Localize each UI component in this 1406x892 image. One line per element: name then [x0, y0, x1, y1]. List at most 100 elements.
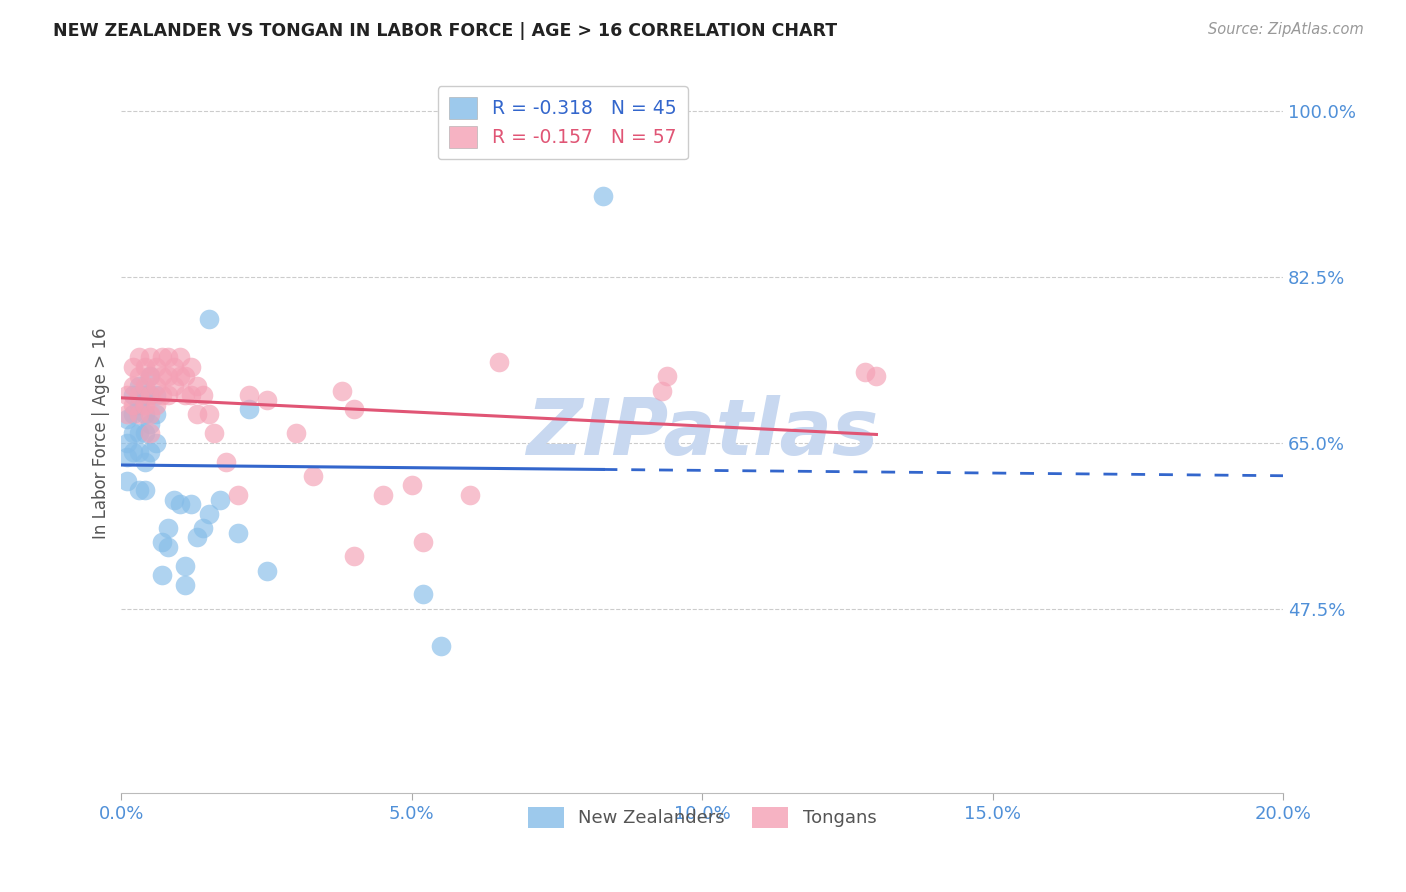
Point — [657, 369, 679, 384]
Point — [191, 388, 214, 402]
Point — [191, 521, 214, 535]
Point — [128, 378, 150, 392]
Point — [128, 483, 150, 497]
Point — [343, 549, 366, 564]
Point — [156, 540, 179, 554]
Point — [197, 312, 219, 326]
Point — [180, 497, 202, 511]
Point — [197, 507, 219, 521]
Point — [139, 351, 162, 365]
Point — [169, 351, 191, 365]
Point — [169, 369, 191, 384]
Point — [401, 478, 423, 492]
Point — [128, 388, 150, 402]
Point — [180, 359, 202, 374]
Point — [139, 445, 162, 459]
Point — [853, 365, 876, 379]
Point — [226, 525, 249, 540]
Point — [238, 402, 260, 417]
Point — [209, 492, 232, 507]
Point — [128, 407, 150, 421]
Point — [488, 355, 510, 369]
Text: NEW ZEALANDER VS TONGAN IN LABOR FORCE | AGE > 16 CORRELATION CHART: NEW ZEALANDER VS TONGAN IN LABOR FORCE |… — [53, 22, 838, 40]
Point — [134, 398, 156, 412]
Point — [202, 426, 225, 441]
Point — [174, 388, 197, 402]
Point — [134, 378, 156, 392]
Point — [174, 369, 197, 384]
Point — [169, 497, 191, 511]
Point — [150, 369, 173, 384]
Point — [139, 407, 162, 421]
Point — [330, 384, 353, 398]
Point — [122, 426, 145, 441]
Point — [122, 398, 145, 412]
Point — [145, 435, 167, 450]
Legend: New Zealanders, Tongans: New Zealanders, Tongans — [520, 799, 884, 835]
Point — [117, 388, 139, 402]
Point — [134, 426, 156, 441]
Point — [284, 426, 307, 441]
Point — [180, 388, 202, 402]
Point — [117, 450, 139, 464]
Point — [458, 488, 481, 502]
Point — [371, 488, 394, 502]
Point — [651, 384, 673, 398]
Point — [139, 369, 162, 384]
Point — [145, 359, 167, 374]
Point — [215, 454, 238, 468]
Point — [226, 488, 249, 502]
Point — [163, 378, 186, 392]
Point — [150, 568, 173, 582]
Point — [122, 359, 145, 374]
Point — [343, 402, 366, 417]
Point — [256, 392, 278, 407]
Point — [145, 398, 167, 412]
Y-axis label: In Labor Force | Age > 16: In Labor Force | Age > 16 — [93, 327, 110, 539]
Point — [145, 407, 167, 421]
Point — [430, 640, 453, 654]
Point — [865, 369, 887, 384]
Point — [122, 445, 145, 459]
Point — [186, 378, 208, 392]
Point — [128, 398, 150, 412]
Point — [139, 388, 162, 402]
Point — [174, 558, 197, 573]
Point — [128, 445, 150, 459]
Point — [139, 426, 162, 441]
Point — [174, 578, 197, 592]
Point — [163, 492, 186, 507]
Text: ZIPatlas: ZIPatlas — [526, 395, 879, 471]
Point — [150, 351, 173, 365]
Point — [128, 369, 150, 384]
Point — [128, 426, 150, 441]
Point — [117, 407, 139, 421]
Point — [117, 412, 139, 426]
Point — [145, 378, 167, 392]
Point — [238, 388, 260, 402]
Point — [412, 587, 434, 601]
Point — [134, 388, 156, 402]
Point — [117, 474, 139, 488]
Point — [156, 369, 179, 384]
Point — [134, 454, 156, 468]
Point — [139, 417, 162, 431]
Point — [186, 530, 208, 544]
Point — [150, 535, 173, 549]
Point — [122, 388, 145, 402]
Point — [122, 407, 145, 421]
Point — [412, 535, 434, 549]
Point — [156, 521, 179, 535]
Point — [150, 388, 173, 402]
Point — [592, 189, 614, 203]
Point — [128, 351, 150, 365]
Point — [197, 407, 219, 421]
Point — [122, 378, 145, 392]
Point — [134, 483, 156, 497]
Point — [139, 388, 162, 402]
Point — [163, 359, 186, 374]
Point — [134, 359, 156, 374]
Point — [145, 388, 167, 402]
Point — [139, 369, 162, 384]
Text: Source: ZipAtlas.com: Source: ZipAtlas.com — [1208, 22, 1364, 37]
